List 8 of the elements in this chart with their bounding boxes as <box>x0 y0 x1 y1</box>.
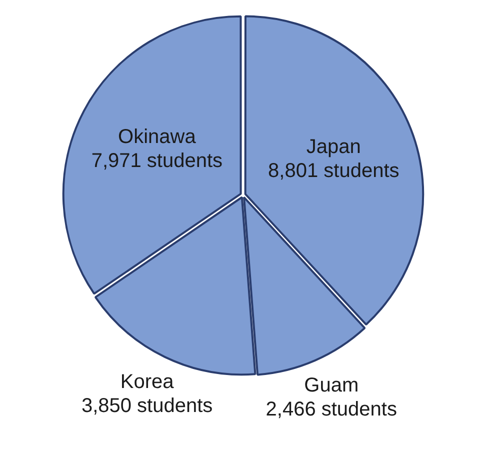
data-label: 3,850 students <box>81 394 213 417</box>
data-label: 2,466 students <box>266 398 397 420</box>
slice-label: Japan <box>306 136 361 158</box>
slice-label: Guam <box>304 374 359 396</box>
data-label: 8,801 students <box>268 160 400 182</box>
slice-label: Okinawa <box>118 126 197 148</box>
data-label: 7,971 students <box>91 150 223 172</box>
slice-label: Korea <box>120 370 175 393</box>
